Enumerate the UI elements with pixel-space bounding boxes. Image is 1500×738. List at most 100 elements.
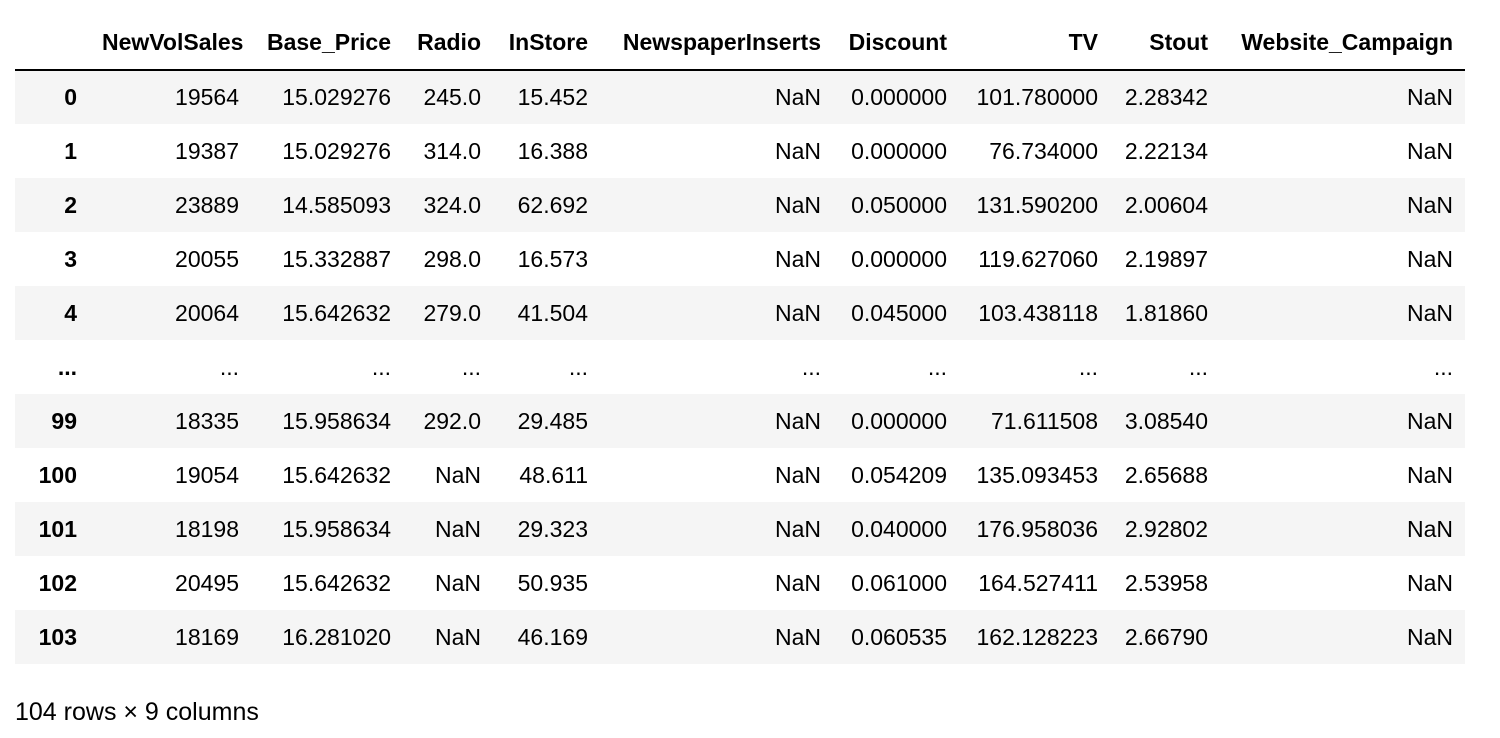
row-index: ... — [57, 353, 77, 380]
table-cell: 0.060535 — [851, 623, 947, 650]
table-row: 100 19054 15.642632 NaN 48.611 NaN 0.054209 135… — [15, 448, 1465, 502]
table-cell: 2.28342 — [1124, 84, 1208, 110]
table-cell: NaN — [774, 84, 821, 110]
table-cell: 0.054209 — [851, 461, 947, 488]
table-cell: NaN — [1406, 515, 1453, 542]
column-header: InStore — [493, 13, 600, 71]
table-cell: 48.611 — [519, 461, 588, 488]
table-cell: NaN — [774, 245, 821, 272]
column-header: Discount — [833, 13, 959, 71]
table-cell: 292.0 — [423, 407, 481, 434]
table-cell: 18335 — [175, 407, 239, 434]
table-cell: 101.780000 — [976, 84, 1098, 110]
table-cell: 16.388 — [517, 137, 588, 164]
table-cell: 19054 — [175, 461, 239, 488]
table-cell: 2.22134 — [1124, 137, 1208, 164]
table-body: 0 19564 15.029276 245.0 15.452 NaN 0.000000 101… — [15, 70, 1465, 664]
table-row: 2 23889 14.585093 324.0 62.692 NaN 0.050000 131… — [15, 178, 1465, 232]
table-cell: NaN — [434, 461, 481, 488]
table-cell: 23889 — [175, 191, 239, 218]
table-cell: NaN — [774, 461, 821, 488]
table-cell: 162.128223 — [976, 623, 1098, 650]
table-cell: 0.000000 — [851, 137, 947, 164]
table-cell: ... — [927, 353, 947, 380]
table-cell: 15.642632 — [282, 461, 391, 488]
table-row: 4 20064 15.642632 279.0 41.504 NaN 0.045000 103… — [15, 286, 1465, 340]
table-cell: 135.093453 — [976, 461, 1098, 488]
table-cell: 15.029276 — [282, 137, 391, 164]
table-cell: NaN — [1406, 407, 1453, 434]
table-cell: 103.438118 — [978, 299, 1098, 326]
table-cell: 119.627060 — [978, 245, 1098, 272]
table-cell: 3.08540 — [1124, 407, 1208, 434]
table-cell: 0.000000 — [851, 84, 947, 110]
header-row: NewVolSales Base_Price Radio InStore Newspap… — [15, 13, 1465, 71]
table-row: 1 19387 15.029276 314.0 16.388 NaN 0.000000 76.… — [15, 124, 1465, 178]
table-row: 101 18198 15.958634 NaN 29.323 NaN 0.040000 176… — [15, 502, 1465, 556]
column-header: Radio — [403, 13, 493, 71]
table-cell: NaN — [774, 407, 821, 434]
table-cell: 16.573 — [517, 245, 588, 272]
table-cell: ... — [1188, 353, 1208, 380]
row-index: 2 — [64, 191, 77, 218]
table-cell: 29.323 — [517, 515, 588, 542]
table-cell: 2.92802 — [1124, 515, 1208, 542]
table-cell: 15.029276 — [282, 84, 391, 110]
row-index: 3 — [64, 245, 77, 272]
table-cell: ... — [371, 353, 391, 380]
table-cell: 46.169 — [517, 623, 588, 650]
table-cell: 15.332887 — [282, 245, 391, 272]
dataframe-output: NewVolSales Base_Price Radio InStore Newspap… — [15, 13, 1465, 664]
table-row: 3 20055 15.332887 298.0 16.573 NaN 0.000000 119… — [15, 232, 1465, 286]
row-index: 101 — [38, 515, 77, 542]
table-cell: ... — [568, 353, 588, 380]
row-index: 102 — [38, 569, 77, 596]
table-cell: NaN — [774, 623, 821, 650]
table-cell: 62.692 — [517, 191, 588, 218]
row-index: 0 — [64, 84, 77, 110]
table-cell: 50.935 — [517, 569, 588, 596]
table-cell: 20064 — [175, 299, 239, 326]
table-cell: NaN — [1406, 84, 1453, 110]
row-index: 4 — [64, 299, 77, 326]
table-cell: 15.452 — [517, 84, 588, 110]
table-cell: NaN — [434, 623, 481, 650]
table-cell: 71.611508 — [990, 407, 1098, 434]
column-header: Base_Price — [251, 13, 403, 71]
table-cell: NaN — [774, 137, 821, 164]
table-cell: 131.590200 — [976, 191, 1098, 218]
table-cell: 15.642632 — [282, 569, 391, 596]
table-cell: 1.81860 — [1124, 299, 1208, 326]
table-cell: ... — [1078, 353, 1098, 380]
table-cell: 20495 — [175, 569, 239, 596]
table-cell: NaN — [1406, 191, 1453, 218]
table-cell: 0.061000 — [851, 569, 947, 596]
column-header: TV — [959, 13, 1110, 71]
table-cell: 0.040000 — [851, 515, 947, 542]
table-cell: 298.0 — [423, 245, 481, 272]
table-cell: NaN — [1406, 569, 1453, 596]
table-cell: 2.53958 — [1124, 569, 1208, 596]
table-cell: ... — [461, 353, 481, 380]
table-cell: 245.0 — [423, 84, 481, 110]
table-cell: 29.485 — [517, 407, 588, 434]
table-cell: 20055 — [175, 245, 239, 272]
table-row: 99 18335 15.958634 292.0 29.485 NaN 0.000000 71… — [15, 394, 1465, 448]
index-header — [15, 13, 90, 71]
table-cell: 15.958634 — [282, 407, 391, 434]
table-cell: NaN — [434, 515, 481, 542]
table-cell: 0.045000 — [851, 299, 947, 326]
table-cell: 314.0 — [423, 137, 481, 164]
table-row: 102 20495 15.642632 NaN 50.935 NaN 0.061000 164… — [15, 556, 1465, 610]
table-cell: NaN — [1406, 623, 1453, 650]
table-cell: ... — [1433, 353, 1453, 380]
table-cell: 2.65688 — [1124, 461, 1208, 488]
table-cell: 18169 — [175, 623, 239, 650]
table-cell: 0.000000 — [851, 245, 947, 272]
table-cell: 18198 — [175, 515, 239, 542]
table-cell: 176.958036 — [976, 515, 1098, 542]
dataframe-table: NewVolSales Base_Price Radio InStore Newspap… — [15, 13, 1465, 664]
table-cell: 41.504 — [517, 299, 588, 326]
table-cell: 19387 — [175, 137, 239, 164]
table-cell: 2.19897 — [1124, 245, 1208, 272]
